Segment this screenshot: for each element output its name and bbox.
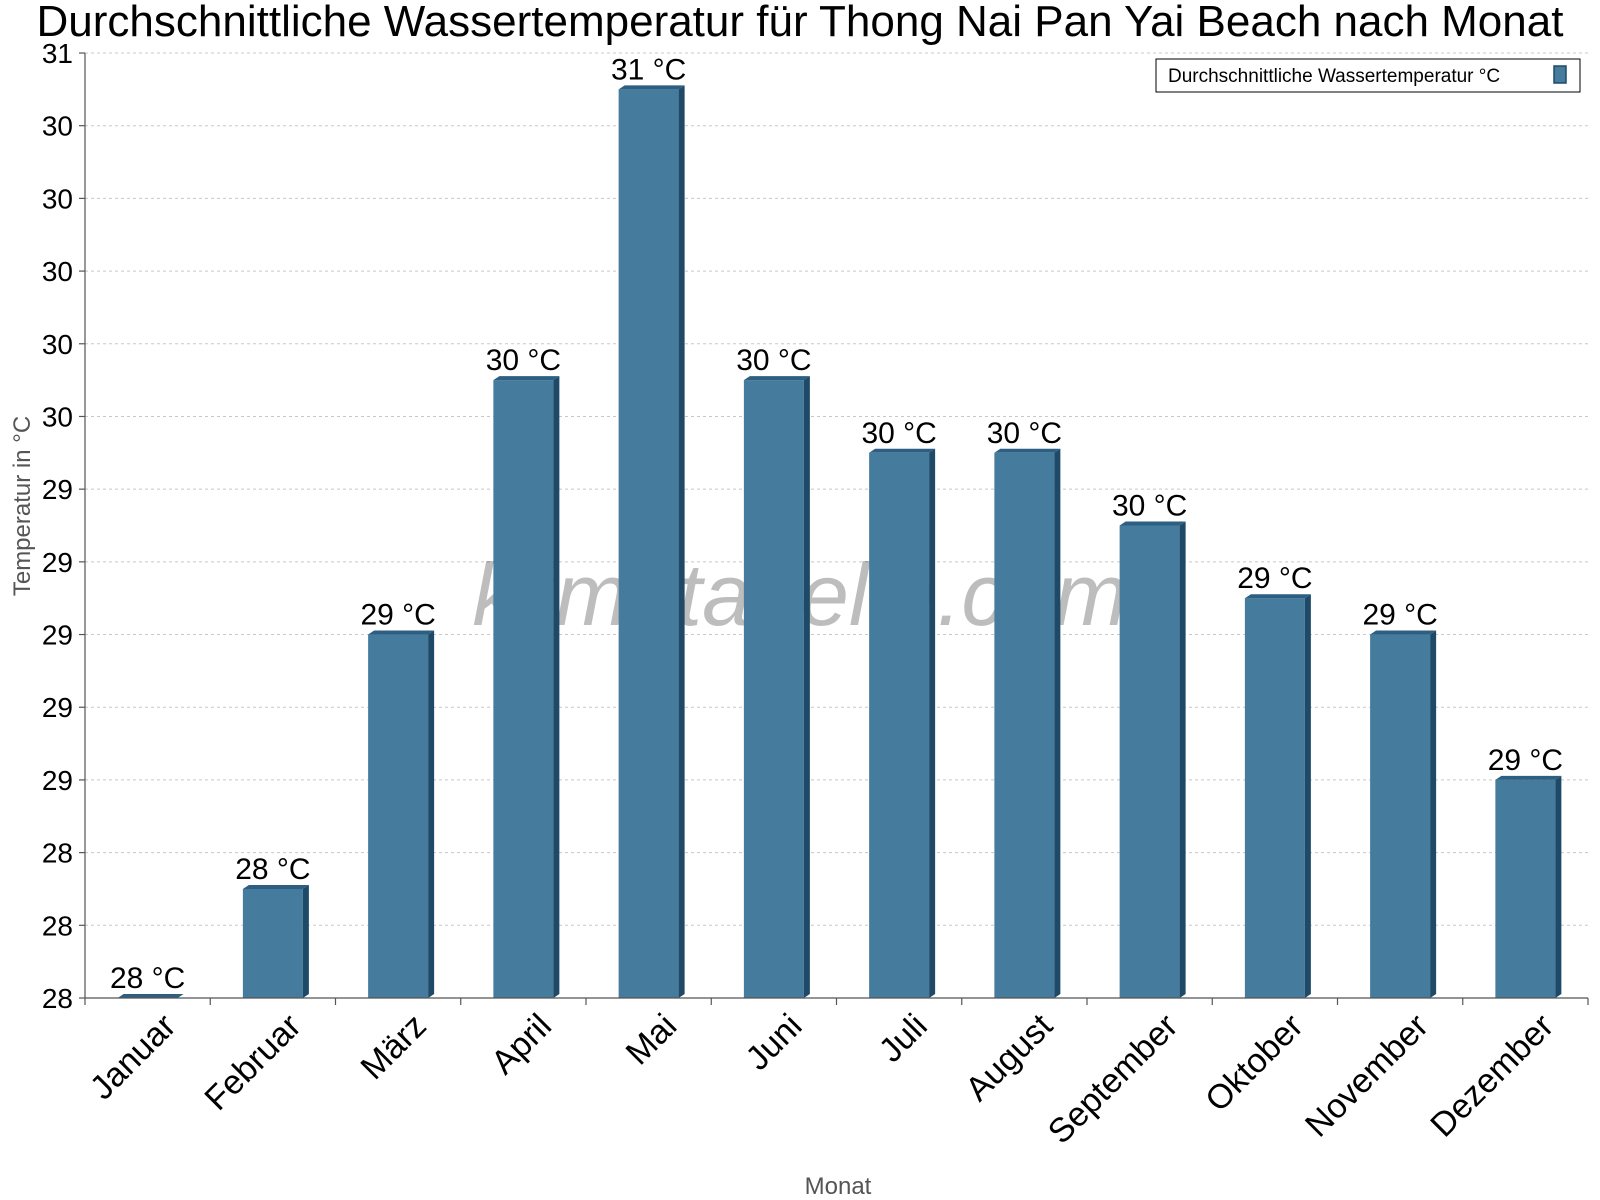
y-tick-label: 30: [42, 256, 73, 287]
gridlines: [85, 52, 1588, 926]
chart-title: Durchschnittliche Wassertemperatur für T…: [37, 0, 1564, 46]
bar-top: [493, 376, 560, 381]
bar-face: [743, 380, 804, 999]
bar-top: [743, 376, 810, 381]
bar: [1244, 594, 1311, 998]
x-tick-label: August: [958, 1006, 1060, 1108]
data-label: 30 °C: [736, 344, 811, 377]
bar: [618, 85, 685, 999]
bar-face: [368, 634, 429, 998]
bar: [743, 376, 810, 999]
y-tick-label: 29: [42, 620, 73, 651]
bar-face: [618, 89, 679, 999]
bar-top: [869, 448, 936, 453]
y-tick-label: 29: [42, 474, 73, 505]
bar-top: [994, 448, 1061, 453]
data-label: 31 °C: [611, 53, 686, 86]
bar: [493, 376, 560, 999]
bar-face: [1370, 634, 1431, 998]
bar-side: [1054, 448, 1061, 998]
data-label: 28 °C: [235, 853, 310, 886]
bar-face: [493, 380, 554, 999]
y-tick-label: 28: [42, 910, 73, 941]
x-axis-label: Monat: [805, 1173, 872, 1200]
bar-top: [1244, 594, 1311, 599]
bar-side: [1304, 594, 1311, 998]
y-axis-ticks: 28 28 28 29 29 29 29 29 30 30 30 30 30 31: [42, 38, 85, 1014]
y-tick-label: 30: [42, 111, 73, 142]
bar-face: [1244, 598, 1305, 998]
bar: [994, 448, 1061, 998]
bar-face: [869, 452, 930, 998]
bar-side: [929, 448, 936, 998]
bar-top: [618, 85, 685, 90]
y-tick-label: 29: [42, 547, 73, 578]
data-label: 28 °C: [110, 962, 185, 995]
x-tick-label: Dezember: [1423, 1007, 1561, 1145]
bar-top: [1370, 630, 1437, 635]
bar-top: [242, 884, 309, 889]
data-label: 30 °C: [987, 417, 1062, 450]
y-tick-label: 30: [42, 183, 73, 214]
x-tick-label: September: [1041, 1007, 1185, 1151]
x-tick-label: November: [1298, 1007, 1436, 1145]
y-tick-label: 29: [42, 692, 73, 723]
y-tick-label: 31: [42, 38, 73, 69]
bar-side: [302, 884, 309, 998]
x-tick-label: April: [484, 1007, 559, 1082]
data-label: 29 °C: [360, 599, 435, 632]
bar-side: [678, 85, 685, 999]
bar-side: [553, 376, 560, 999]
data-label: 29 °C: [1362, 599, 1437, 632]
legend-box: [1155, 58, 1581, 93]
bar-face: [1119, 525, 1180, 998]
bar-face: [994, 452, 1055, 998]
bar: [117, 994, 184, 998]
bar-side: [803, 376, 810, 999]
bars: [117, 85, 1562, 999]
x-tick-label: Januar: [83, 1007, 183, 1107]
data-label: 30 °C: [861, 417, 936, 450]
y-tick-label: 30: [42, 401, 73, 432]
x-tick-label: Juli: [872, 1007, 935, 1070]
legend: Durchschnittliche Wassertemperatur °C: [1155, 58, 1581, 93]
data-label: 30 °C: [1112, 490, 1187, 523]
data-label: 30 °C: [486, 344, 561, 377]
x-tick-label: Oktober: [1198, 1007, 1310, 1119]
x-axis-ticks: Januar Februar März April Mai Juni Juli AugustS…: [83, 998, 1589, 1151]
y-tick-label: 30: [42, 329, 73, 360]
legend-swatch: [1553, 65, 1567, 84]
bar: [1119, 521, 1186, 998]
bar-top: [117, 994, 184, 998]
y-tick-label: 29: [42, 765, 73, 796]
bar: [869, 448, 936, 998]
legend-label: Durchschnittliche Wassertemperatur °C: [1168, 66, 1500, 87]
x-tick-label: Juni: [739, 1007, 810, 1078]
bar-face: [242, 888, 303, 998]
bar-top: [1495, 775, 1562, 780]
bar: [368, 630, 435, 998]
y-tick-label: 28: [42, 983, 73, 1014]
bar-top: [368, 630, 435, 635]
bar-side: [1179, 521, 1186, 998]
bar-side: [1430, 630, 1437, 998]
x-tick-label: Mai: [619, 1007, 685, 1073]
data-label: 29 °C: [1488, 744, 1563, 777]
bar-side: [1555, 775, 1562, 998]
bar: [1495, 775, 1562, 998]
x-tick-label: Februar: [197, 1007, 308, 1118]
y-axis-label: Temperatur in °C: [9, 416, 36, 596]
data-label: 29 °C: [1237, 562, 1312, 595]
x-tick-label: März: [353, 1007, 433, 1087]
bar-top: [1119, 521, 1186, 526]
bar: [1370, 630, 1437, 998]
data-labels: 28 °C 28 °C 29 °C 30 °C 31 °C 30 °C 30 °C 30 °C…: [110, 53, 1563, 995]
y-tick-label: 28: [42, 838, 73, 869]
bar-side: [428, 630, 435, 998]
bar: [242, 884, 309, 998]
bar-face: [1495, 779, 1556, 998]
